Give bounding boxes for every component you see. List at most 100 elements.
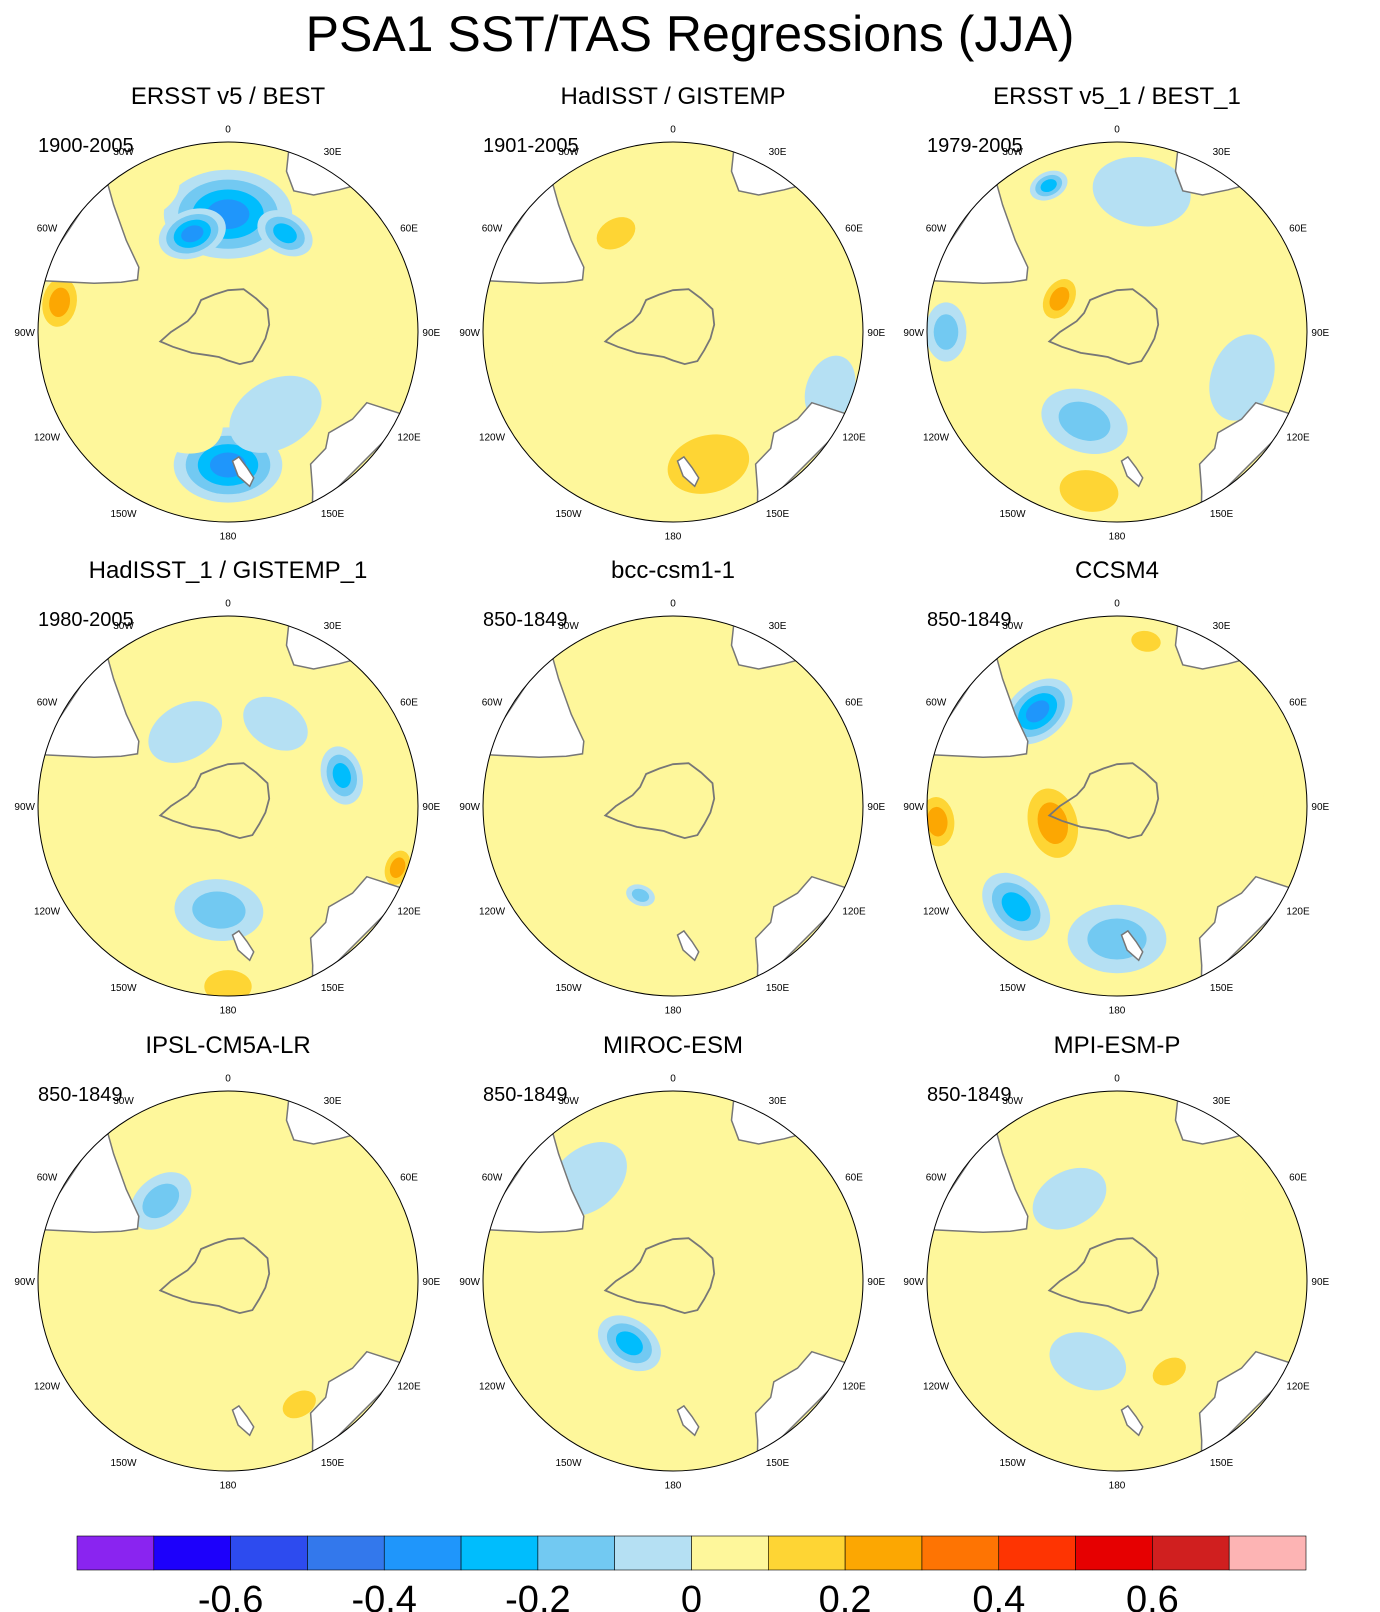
contour-level-pos [333,251,398,339]
longitude-label: 120E [842,1382,866,1393]
new-zealand-land [231,455,255,488]
longitude-label: 60W [37,1173,58,1184]
contour-level-neg [229,375,322,453]
longitude-label: 60W [482,224,503,235]
longitude-label: 60E [845,698,863,709]
longitude-label: 150E [321,1458,345,1469]
longitude-label: 180 [1109,1005,1126,1016]
longitude-label: 0 [670,1074,676,1085]
colorbar-box [998,1535,1076,1571]
longitude-label: 60W [926,1173,947,1184]
longitude-label: 150E [1210,509,1234,520]
colorbar-box [230,1535,308,1571]
contour-level-pos [100,789,150,859]
longitude-label: 90W [14,328,35,339]
period-label: 850-1849 [483,1084,568,1106]
contour-level-pos [776,1264,832,1344]
colorbar-box [153,1535,231,1571]
longitude-label: 0 [1114,599,1120,610]
period-label: 1980-2005 [38,609,134,631]
antarctica-coastline [158,1237,271,1315]
contour-level-pos [49,287,71,317]
longitude-label: 90W [903,328,924,339]
longitude-label: 30E [324,147,342,158]
longitude-label: 60W [926,698,947,709]
longitude-label: 120W [923,1382,950,1393]
longitude-label: 150W [999,1458,1026,1469]
panel-title: MPI-ESM-P [1054,1032,1181,1059]
antarctica-coastline [603,1237,716,1315]
longitude-label: 0 [225,599,231,610]
map-border [926,1090,1308,1472]
longitude-label: 180 [220,1480,237,1491]
panel-title: CCSM4 [1075,557,1159,584]
colorbar-box [691,1535,769,1571]
colorbar-box [844,1535,923,1571]
longitude-label: 90E [1311,802,1329,813]
new-zealand-land [676,929,700,962]
colorbar-box [1228,1535,1307,1571]
longitude-label: 30W [113,147,134,158]
longitude-label: 90E [422,802,440,813]
longitude-label: 30W [558,1096,579,1107]
contour-level-neg [631,888,650,902]
longitude-label: 90E [422,328,440,339]
longitude-label: 60E [400,224,418,235]
longitude-label: 90E [1311,328,1329,339]
longitude-label: 90E [1311,1277,1329,1288]
new-zealand-land [231,1404,255,1437]
colorbar: -0.6 -0.4 -0.2 0 0.2 0.4 0.6 [76,1535,1307,1612]
longitude-label: 150W [110,509,137,520]
colorbar-box [76,1535,155,1571]
contour-level-pos [1131,630,1161,652]
longitude-label: 30W [1002,147,1023,158]
contour-level-pos [252,842,314,901]
longitude-label: 180 [220,531,237,542]
antarctica-coastline [603,288,716,366]
panel-title: HadISST / GISTEMP [561,83,786,110]
longitude-label: 60E [400,1173,418,1184]
longitude-label: 60E [845,1173,863,1184]
longitude-label: 30W [558,621,579,632]
contour-level-neg [1058,401,1111,441]
map-panel: 0 30E 60E 90E 120E 150E 180 150W 120W 90W 60W 30W IP… [14,1032,440,1491]
contour-field [927,616,1307,996]
map-panel: 0 30E 60E 90E 120E 150E 180 150W 120W 90W 60W 30W ER… [903,83,1329,542]
period-label: 850-1849 [483,609,568,631]
new-zealand-land [676,1404,700,1437]
longitude-label: 60E [1289,698,1307,709]
contour-level-neg [1001,892,1031,922]
map-border [482,141,864,523]
longitude-label: 120E [1286,433,1310,444]
longitude-label: 90W [903,802,924,813]
contour-level-pos [596,217,636,250]
period-label: 1901-2005 [483,135,579,157]
longitude-label: 120E [1286,1382,1310,1393]
longitude-label: 30E [769,621,787,632]
contour-level-pos [1152,1357,1186,1386]
contour-level-pos [1168,233,1247,326]
panel-title: MIROC-ESM [603,1032,743,1059]
contour-level-pos [552,333,630,426]
contour-field [483,616,863,996]
map-panel: 0 30E 60E 90E 120E 150E 180 150W 120W 90W 60W 30W bc… [459,557,885,1016]
new-zealand-land [231,929,255,962]
contour-level-pos [114,165,180,220]
longitude-label: 120E [397,433,421,444]
longitude-label: 90E [867,802,885,813]
background-level [38,616,418,996]
panels-layer: 0 30E 60E 90E 120E 150E 180 150W 120W 90W 60W 30W ER… [14,83,1329,1491]
contour-level-pos [968,1280,1034,1367]
longitude-label: 150E [1210,983,1234,994]
longitude-label: 150W [999,983,1026,994]
longitude-label: 150E [766,509,790,520]
background-level [927,142,1307,522]
longitude-label: 120E [397,1382,421,1393]
contour-level-neg [192,891,246,929]
longitude-label: 90W [459,802,480,813]
period-label: 1900-2005 [38,135,134,157]
longitude-label: 30E [769,147,787,158]
map-panel: 0 30E 60E 90E 120E 150E 180 150W 120W 90W 60W 30W Ha… [459,83,885,542]
map-border [482,1090,864,1472]
